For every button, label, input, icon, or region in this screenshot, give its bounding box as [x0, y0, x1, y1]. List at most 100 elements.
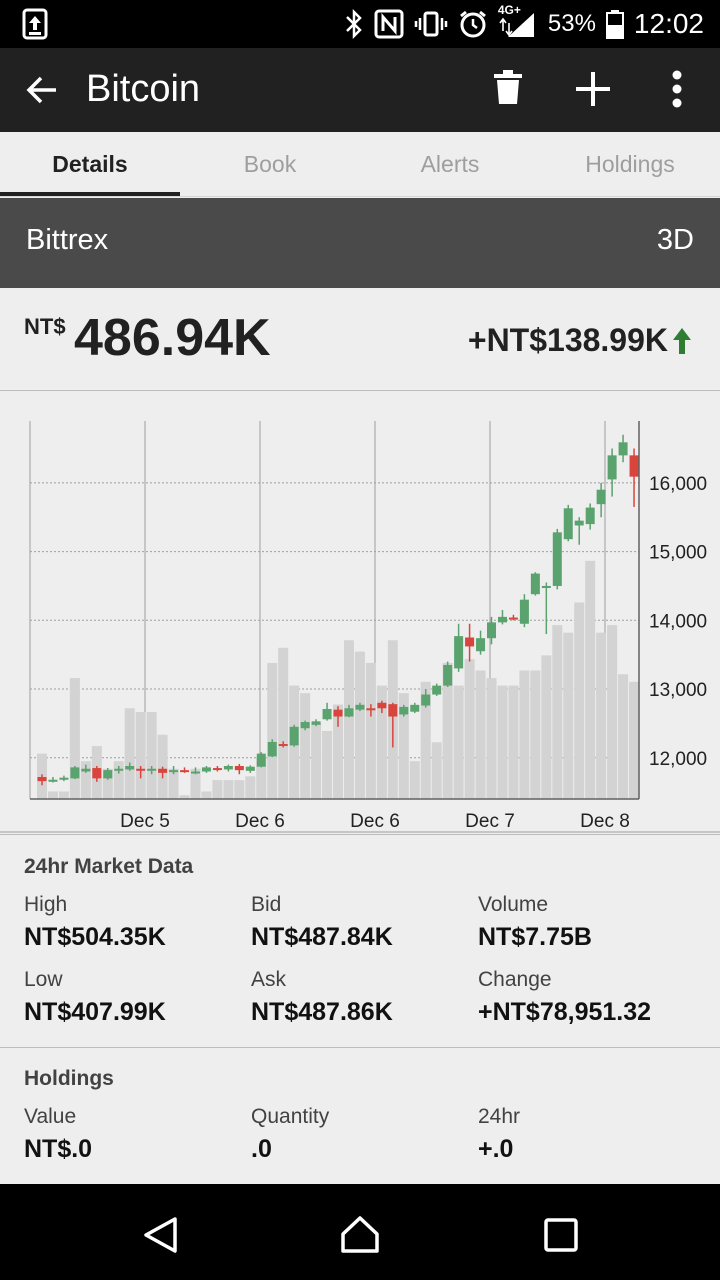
- market-data-section: 24hr Market Data High NT$504.35K Bid NT$…: [0, 834, 720, 1048]
- holding-24h-cell: 24hr +.0: [478, 1105, 520, 1164]
- candle-body: [366, 708, 376, 711]
- holding-24h-value: +.0: [478, 1135, 514, 1163]
- volume-bar: [585, 560, 596, 799]
- bid-value: NT$487.84K: [251, 923, 393, 951]
- volume-bar: [398, 693, 409, 799]
- candle-body: [508, 617, 518, 620]
- candle-body: [114, 768, 124, 771]
- current-price: 486.94K: [74, 309, 271, 367]
- candle-body: [59, 777, 69, 780]
- candle-body: [388, 704, 398, 717]
- candle-body: [180, 770, 190, 773]
- delete-icon[interactable]: [494, 70, 522, 106]
- volume-bar: [365, 662, 376, 799]
- tab-bar: Details Book Alerts Holdings: [0, 132, 720, 197]
- y-tick-label: 16,000: [649, 474, 707, 495]
- volume-bar: [58, 791, 69, 799]
- nav-back-icon[interactable]: [142, 1216, 178, 1254]
- volume-bar: [201, 791, 212, 799]
- volume-bar: [135, 712, 146, 799]
- volume-bar: [431, 742, 442, 799]
- candle-body: [618, 442, 628, 456]
- candle-body: [355, 704, 365, 710]
- volume-bar: [629, 681, 640, 799]
- time-range[interactable]: 3D: [656, 224, 694, 256]
- candle-body: [223, 766, 233, 770]
- candle-body: [190, 771, 200, 774]
- candle-body: [629, 455, 639, 477]
- page-title: Bitcoin: [86, 68, 201, 110]
- holdings-title: Holdings: [24, 1067, 114, 1090]
- tab-book[interactable]: Book: [243, 151, 297, 177]
- network-type: 4G+: [497, 3, 521, 17]
- tab-details[interactable]: Details: [0, 132, 180, 196]
- candle-body: [311, 721, 321, 725]
- candle-body: [158, 768, 168, 773]
- candle-body: [421, 694, 431, 706]
- candle-body: [552, 532, 562, 586]
- y-tick-label: 15,000: [649, 543, 707, 564]
- volume-bar: [552, 625, 563, 799]
- tab-holdings[interactable]: Holdings: [585, 151, 675, 177]
- low-value: NT$407.99K: [24, 998, 166, 1026]
- volume-bar: [80, 761, 91, 799]
- low-cell: Low NT$407.99K: [24, 968, 166, 1027]
- vibrate-icon: [414, 11, 448, 37]
- candle-body: [432, 685, 442, 695]
- candle-body: [125, 766, 135, 770]
- volume-bar: [453, 685, 464, 799]
- volume-bar: [113, 761, 124, 799]
- volume-bar: [267, 662, 278, 799]
- holding-24h-label: 24hr: [478, 1105, 521, 1128]
- volume-bar: [475, 670, 486, 799]
- volume-bar: [420, 681, 431, 799]
- candle-body: [443, 664, 453, 686]
- volume-bar: [256, 757, 267, 799]
- candle-body: [245, 766, 255, 771]
- volume-bar: [47, 791, 58, 799]
- change-label: Change: [478, 968, 552, 991]
- candle-body: [574, 520, 584, 526]
- candle-body: [410, 704, 420, 712]
- candle-body: [48, 779, 58, 782]
- nav-home-icon[interactable]: [340, 1214, 380, 1254]
- back-arrow-icon[interactable]: [24, 72, 60, 108]
- volume-bar: [322, 730, 333, 799]
- volume-bar: [278, 647, 289, 799]
- price-chart[interactable]: 16,000 15,000 14,000 13,000 12,000 Dec 5 Dec 6…: [0, 391, 720, 833]
- change-cell: Change +NT$78,951.32: [478, 968, 651, 1027]
- up-arrow-icon: [673, 328, 691, 354]
- high-cell: High NT$504.35K: [24, 893, 166, 952]
- y-tick-label: 14,000: [649, 611, 707, 632]
- candle-body: [563, 508, 573, 540]
- ask-value: NT$487.86K: [251, 998, 393, 1026]
- nav-recents-icon[interactable]: [544, 1218, 578, 1252]
- candle-body: [289, 726, 299, 746]
- exchange-name[interactable]: Bittrex: [26, 224, 109, 256]
- candle-body: [300, 722, 310, 729]
- candle-body: [70, 767, 80, 779]
- volume-bar: [69, 678, 80, 799]
- volume-bar: [343, 640, 354, 799]
- candle-body: [519, 599, 529, 624]
- volume-bar: [486, 678, 497, 799]
- volume-value: NT$7.75B: [478, 923, 592, 951]
- bid-cell: Bid NT$487.84K: [251, 893, 393, 952]
- status-bar: 4G+ 53% 12:02: [0, 0, 720, 48]
- holding-value: NT$.0: [24, 1135, 93, 1163]
- add-icon[interactable]: [574, 70, 612, 108]
- exchange-bar[interactable]: Bittrex 3D: [0, 198, 720, 288]
- candle-body: [585, 507, 595, 525]
- volume-bar: [563, 632, 574, 799]
- clock: 12:02: [633, 8, 704, 39]
- more-options-icon[interactable]: [670, 70, 684, 108]
- tab-alerts[interactable]: Alerts: [420, 151, 480, 177]
- volume-bar: [311, 723, 322, 799]
- volume-bar: [300, 693, 311, 799]
- high-label: High: [24, 893, 68, 916]
- volume-bar: [168, 768, 179, 799]
- candle-body: [212, 768, 222, 771]
- ask-cell: Ask NT$487.86K: [251, 968, 393, 1027]
- x-tick-label: Dec 6: [235, 811, 285, 832]
- candle-body: [37, 777, 47, 782]
